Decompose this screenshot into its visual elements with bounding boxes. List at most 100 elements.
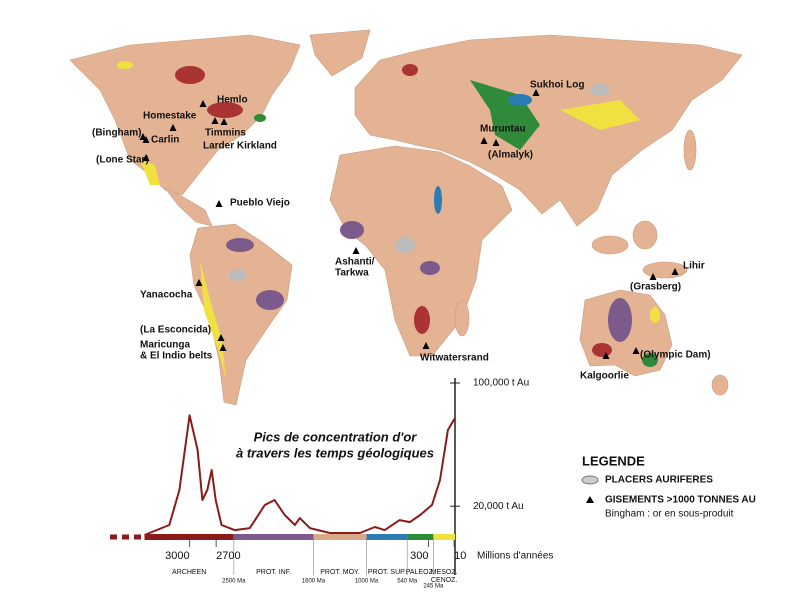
deposit-marker	[211, 117, 219, 124]
geology-patches	[117, 61, 660, 380]
deposit-marker	[602, 352, 610, 359]
patch	[140, 160, 160, 185]
island	[632, 220, 658, 250]
deposit-label: (Lone Star)	[96, 155, 149, 166]
deposit-label: (Grasberg)	[630, 282, 681, 293]
eurasia	[354, 34, 743, 227]
patch	[402, 64, 418, 76]
y-tick-label: 20,000 t Au	[473, 501, 524, 512]
legend-note: Bingham : or en sous-produit	[605, 509, 734, 520]
deposit-label: Hemlo	[217, 95, 248, 106]
deposit-label: Larder Kirkland	[203, 141, 277, 152]
patch	[420, 261, 440, 275]
deposit-marker	[352, 247, 360, 254]
deposit-label: Lihir	[683, 261, 705, 272]
era-label: PROT. SUP.	[368, 569, 406, 576]
patch	[395, 237, 415, 253]
madagascar	[454, 299, 470, 337]
era-label: PROT. INF.	[256, 569, 291, 576]
deposit-label: Maricunga	[140, 340, 190, 351]
patch	[254, 114, 266, 122]
deposit-marker	[139, 133, 147, 140]
era-segment	[433, 534, 455, 540]
legend-title: LEGENDE	[582, 453, 645, 468]
deposit-label: (La Esconcida)	[140, 325, 211, 336]
world-map	[69, 29, 743, 406]
deposit-label: Pueblo Viejo	[230, 198, 290, 209]
era-label: MESOZ.	[431, 569, 458, 576]
deposit-label: Witwatersrand	[420, 353, 489, 364]
era-label: ARCHEEN	[172, 569, 206, 576]
deposit-label: (Almalyk)	[488, 150, 533, 161]
deposit-label: Ashanti/	[335, 257, 375, 268]
patch	[434, 186, 442, 214]
deposit-label: Carlin	[151, 135, 179, 146]
island	[642, 261, 688, 279]
north-america	[69, 34, 301, 196]
era-label: PALEOZ.	[406, 569, 435, 576]
era-boundary-label: 540 Ma	[397, 579, 418, 585]
deposit-label: Tarkwa	[335, 268, 369, 279]
deposit-marker	[169, 124, 177, 131]
patch	[592, 343, 612, 357]
patch	[207, 102, 243, 118]
era-label: CENOZ.	[431, 577, 458, 584]
era-segment	[144, 534, 234, 540]
deposit-label: Kalgoorlie	[580, 371, 629, 382]
patch	[590, 84, 610, 96]
island	[591, 235, 629, 255]
legend-label: GISEMENTS >1000 TONNES AU	[605, 495, 756, 506]
era-segment	[233, 534, 314, 540]
new-zealand	[711, 374, 729, 396]
patch	[226, 238, 254, 252]
chart-title: Pics de concentration d'or	[254, 429, 418, 444]
deposit-marker	[199, 100, 207, 107]
patch	[200, 260, 226, 380]
deposit-label: (Bingham)	[92, 128, 141, 139]
patch	[340, 221, 364, 239]
deposit-marker	[142, 154, 150, 161]
deposit-marker	[649, 273, 657, 280]
era-boundary-label: 1000 Ma	[355, 579, 379, 585]
deposit-marker	[632, 347, 640, 354]
deposit-label: Sukhoi Log	[530, 80, 584, 91]
deposit-label: (Olympic Dam)	[640, 350, 711, 361]
deposit-marker	[422, 342, 430, 349]
island	[683, 129, 697, 171]
patch	[117, 61, 133, 69]
deposit-label: Yanacocha	[140, 290, 193, 301]
x-tick-label: 300	[410, 550, 428, 562]
patch	[508, 94, 532, 106]
deposit-marker	[492, 139, 500, 146]
south-america	[189, 223, 293, 406]
x-tick-label: 2700	[216, 550, 240, 562]
era-boundary-label: 2500 Ma	[222, 579, 246, 585]
deposit-label: Homestake	[143, 111, 197, 122]
x-axis-title: Millions d'années	[477, 551, 553, 562]
era-segment	[407, 534, 434, 540]
deposit-marker	[215, 200, 223, 207]
legend-label: PLACERS AURIFERES	[605, 475, 713, 486]
central-america	[164, 187, 213, 227]
deposit-marker	[220, 118, 228, 125]
deposit-marker	[480, 137, 488, 144]
greenland	[309, 29, 371, 77]
deposit-label: Muruntau	[480, 124, 526, 135]
patch	[414, 306, 430, 334]
deposit-marker	[219, 344, 227, 351]
patch	[650, 307, 660, 323]
deposit-label: & El Indio belts	[140, 351, 213, 362]
patch	[256, 290, 284, 310]
y-tick-label: 100,000 t Au	[473, 378, 529, 389]
deposit-marker	[671, 268, 679, 275]
deposit-symbol	[586, 496, 594, 503]
deposit-marker	[532, 89, 540, 96]
deposit-marker	[142, 136, 150, 143]
deposit-marker	[195, 279, 203, 286]
era-label: PROT. MOY.	[320, 569, 360, 576]
patch	[642, 353, 658, 367]
patch	[470, 80, 540, 150]
timeline-chart: Pics de concentration d'orà travers les …	[110, 378, 553, 590]
